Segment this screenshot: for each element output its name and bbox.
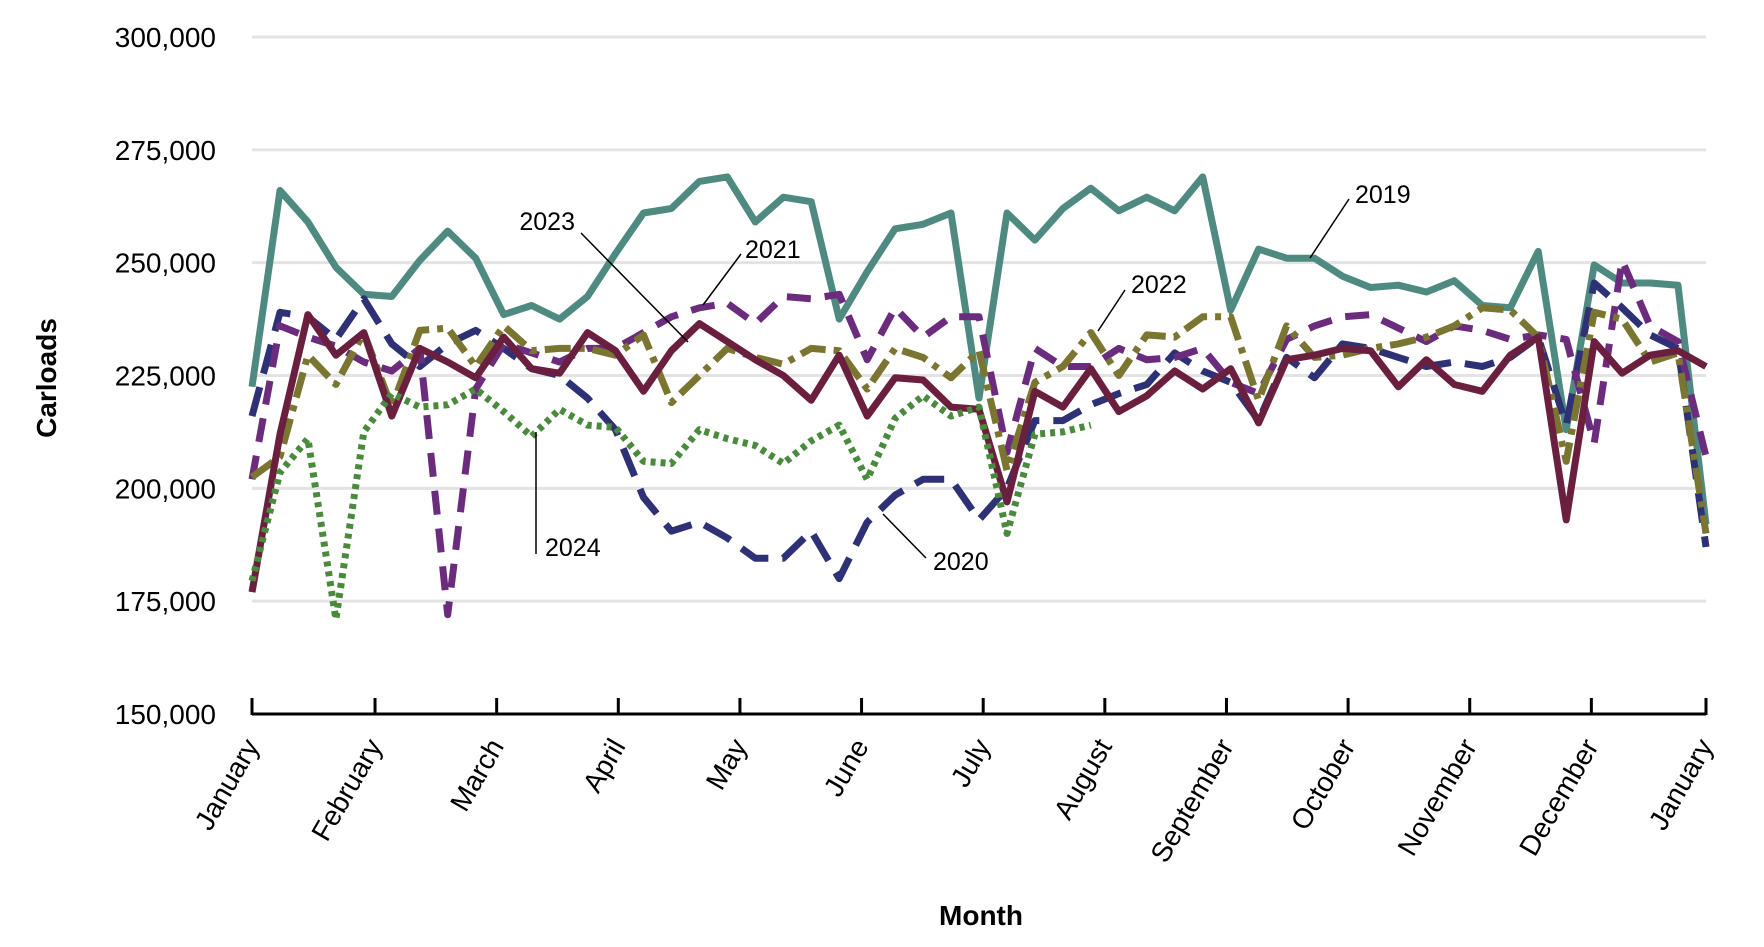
x-tick-label: April (577, 734, 632, 798)
annotation-leader-2021 (702, 253, 742, 306)
y-tick-label: 275,000 (115, 135, 216, 166)
x-tick-label: January (189, 734, 266, 836)
y-tick-label: 225,000 (115, 361, 216, 392)
x-axis-title: Month (939, 900, 1023, 931)
annotation-leader-2022 (1097, 289, 1126, 332)
annotation-label-2024: 2024 (545, 534, 601, 562)
annotation-label-2022: 2022 (1131, 271, 1187, 299)
annotation-label-2021: 2021 (745, 236, 801, 264)
series-layer (248, 173, 1710, 623)
y-tick-label: 300,000 (115, 22, 216, 53)
x-tick-label: June (818, 734, 875, 802)
series-line-2024 (248, 385, 1092, 623)
x-tick-label: October (1285, 734, 1362, 836)
annotation-leader-2020 (882, 513, 927, 559)
x-axis: January February March April May June July Augu… (189, 698, 1720, 868)
x-tick-label: March (444, 734, 510, 817)
y-axis-title: Carloads (31, 318, 62, 438)
x-tick-label: February (305, 734, 388, 847)
series-line-2019 (248, 173, 1710, 525)
annotation-label-2023: 2023 (519, 208, 575, 236)
x-tick-label: August (1048, 733, 1119, 824)
series-line-2021 (248, 256, 1710, 619)
annotation-label-2019: 2019 (1355, 181, 1411, 209)
x-tick-label: November (1391, 734, 1482, 861)
x-tick-label: December (1513, 734, 1604, 861)
annotation-leader-2019 (1309, 198, 1350, 259)
x-tick-label: July (945, 734, 997, 793)
x-tick-label: September (1144, 734, 1239, 868)
x-tick-label: May (700, 734, 753, 795)
y-tick-label: 250,000 (115, 248, 216, 279)
series-line-2020 (248, 279, 1710, 583)
annotation-leader-2023 (580, 232, 689, 343)
x-tick-label: January (1643, 734, 1720, 836)
y-tick-label: 175,000 (115, 586, 216, 617)
annotation-layer: 2019 2020 2021 2022 2023 2024 (519, 181, 1410, 576)
y-tick-label: 200,000 (115, 473, 216, 504)
y-axis: 150,000 175,000 200,000 225,000 250,000 275,0… (115, 22, 216, 730)
annotation-label-2020: 2020 (933, 548, 989, 576)
y-tick-label: 150,000 (115, 699, 216, 730)
